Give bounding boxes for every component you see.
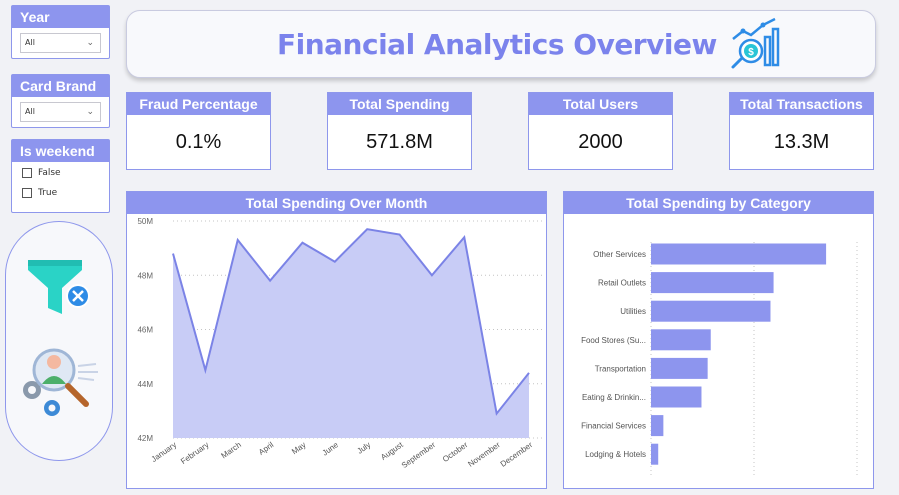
chevron-down-icon: ⌄: [86, 38, 94, 48]
x-tick-label: January: [150, 440, 178, 464]
kpi-value: 13.3M: [773, 131, 830, 153]
bar: [651, 415, 664, 437]
chart-title: Total Spending by Category: [564, 192, 873, 214]
bar: [651, 272, 774, 294]
watermark-text: خمسات: [393, 452, 487, 485]
card-brand-slicer: Card Brand All ⌄: [11, 74, 110, 128]
page-title: Financial Analytics Overview: [277, 28, 717, 61]
chevron-down-icon: ⌄: [86, 107, 94, 117]
x-tick-label: February: [179, 440, 210, 466]
option-label: False: [38, 168, 61, 178]
y-tick-label: 50M: [137, 217, 153, 226]
y-tick-label: Eating & Drinkin...: [582, 393, 646, 402]
y-tick-label: Food Stores (Su...: [581, 336, 646, 345]
y-tick-label: 48M: [137, 271, 153, 280]
card-brand-dropdown[interactable]: All ⌄: [20, 102, 101, 122]
x-tick-label: May: [290, 440, 308, 456]
kpi-title: Total Users: [529, 93, 672, 115]
kpi-fraud-percentage: Fraud Percentage 0.1%: [126, 92, 271, 170]
user-search-settings-icon[interactable]: [23, 348, 98, 416]
kpi-title: Total Spending: [328, 93, 471, 115]
action-icon-panel: [5, 221, 113, 461]
year-slicer: Year All ⌄: [11, 5, 110, 59]
checkbox[interactable]: [22, 168, 32, 178]
bar: [651, 329, 711, 351]
kpi-total-transactions: Total Transactions 13.3M: [729, 92, 874, 170]
card-brand-slicer-title: Card Brand: [12, 75, 109, 97]
y-tick-label: Retail Outlets: [598, 279, 646, 288]
financial-growth-icon: $: [731, 17, 780, 69]
series-line: [172, 228, 530, 416]
bar: [651, 357, 708, 379]
area-fill: [173, 229, 529, 438]
y-tick-label: Financial Services: [581, 422, 646, 431]
kpi-total-spending: Total Spending 571.8M: [327, 92, 472, 170]
is-weekend-slicer-title: Is weekend: [12, 140, 109, 162]
is-weekend-option-true[interactable]: True: [22, 188, 57, 198]
bar: [651, 300, 771, 322]
x-tick-label: April: [257, 440, 275, 457]
y-tick-label: Transportation: [595, 364, 646, 373]
y-tick-label: Lodging & Hotels: [585, 450, 646, 459]
x-tick-label: June: [321, 440, 341, 458]
bar: [651, 443, 659, 465]
y-tick-label: 44M: [137, 380, 153, 389]
kpi-value: 571.8M: [366, 131, 433, 153]
y-tick-label: 42M: [137, 434, 153, 443]
area-chart-plot: 42M 44M 46M 48M 50M January February March April…: [137, 217, 545, 470]
dashboard-header: Financial Analytics Overview $: [126, 10, 876, 78]
bar: [651, 243, 827, 265]
kpi-value: 0.1%: [175, 131, 222, 153]
is-weekend-slicer: Is weekend False True: [11, 139, 110, 213]
kpi-value: 2000: [578, 131, 623, 153]
x-tick-label: July: [356, 440, 373, 456]
spending-by-category-chart: Total Spending by Category 0M100M200MOth…: [563, 191, 874, 495]
kpi-title: Fraud Percentage: [127, 93, 270, 115]
year-dropdown[interactable]: All ⌄: [20, 33, 101, 53]
x-tick-label: March: [219, 440, 242, 460]
y-tick-label: Other Services: [593, 250, 646, 259]
spending-over-month-chart: Total Spending Over Month 42M 44M 46M 48M 50…: [126, 191, 547, 489]
chart-title: Total Spending Over Month: [127, 192, 546, 214]
checkbox[interactable]: [22, 188, 32, 198]
year-dropdown-value: All: [25, 38, 35, 47]
y-tick-label: 46M: [137, 326, 153, 335]
card-brand-dropdown-value: All: [25, 107, 35, 116]
year-slicer-title: Year: [12, 6, 109, 28]
filter-clear-icon[interactable]: [28, 260, 90, 314]
y-tick-label: Utilities: [620, 307, 646, 316]
bar: [651, 386, 702, 408]
svg-text:$: $: [748, 47, 754, 58]
is-weekend-option-false[interactable]: False: [22, 168, 61, 178]
kpi-title: Total Transactions: [730, 93, 873, 115]
option-label: True: [38, 188, 58, 198]
kpi-total-users: Total Users 2000: [528, 92, 673, 170]
x-tick-label: December: [499, 440, 535, 469]
